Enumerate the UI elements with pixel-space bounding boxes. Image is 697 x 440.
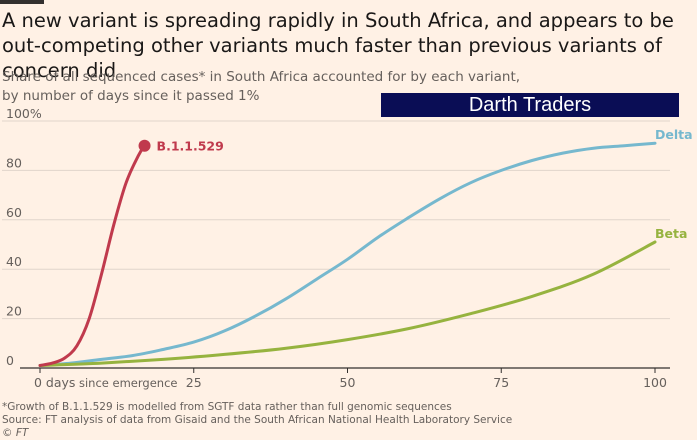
series-label-b-1-1-529: B.1.1.529 bbox=[157, 139, 224, 154]
y-tick-label: 60 bbox=[6, 205, 22, 220]
series-line-b-1-1-529 bbox=[38, 144, 147, 367]
subtitle-line-2: by number of days since it passed 1% bbox=[2, 88, 260, 104]
series-line-delta bbox=[38, 141, 657, 367]
chart-footer: *Growth of B.1.1.529 is modelled from SG… bbox=[2, 401, 692, 440]
y-tick-label: 80 bbox=[6, 155, 22, 170]
subtitle-line-1: Share of all sequenced cases* in South A… bbox=[2, 69, 521, 85]
series-line-beta bbox=[38, 240, 657, 367]
y-tick-label: 40 bbox=[6, 254, 22, 269]
y-tick-label: 20 bbox=[6, 304, 22, 319]
darth-traders-watermark: Darth Traders bbox=[381, 93, 679, 117]
chart-title: A new variant is spreading rapidly in So… bbox=[2, 9, 674, 82]
x-tick-label: 75 bbox=[493, 375, 509, 390]
x-tick-label: 25 bbox=[186, 375, 202, 390]
x-axis-label: since emergence bbox=[79, 376, 177, 390]
footnote: *Growth of B.1.1.529 is modelled from SG… bbox=[2, 401, 452, 413]
x-tick-label: 50 bbox=[340, 375, 356, 390]
series-label-delta: Delta bbox=[655, 127, 693, 142]
source-line: Source: FT analysis of data from Gisaid … bbox=[2, 414, 513, 426]
ft-credit: © FT bbox=[2, 427, 29, 439]
series-end-marker-b-1-1-529 bbox=[138, 139, 151, 152]
chart-subtitle: Share of all sequenced cases* in South A… bbox=[2, 68, 562, 106]
ft-top-bar bbox=[0, 0, 44, 4]
x-tick-label: 0 days bbox=[34, 375, 75, 390]
series-label-beta: Beta bbox=[655, 226, 687, 241]
y-tick-label: 0 bbox=[6, 353, 14, 368]
x-tick-label: 100 bbox=[643, 375, 667, 390]
y-tick-label: 100% bbox=[6, 106, 42, 121]
